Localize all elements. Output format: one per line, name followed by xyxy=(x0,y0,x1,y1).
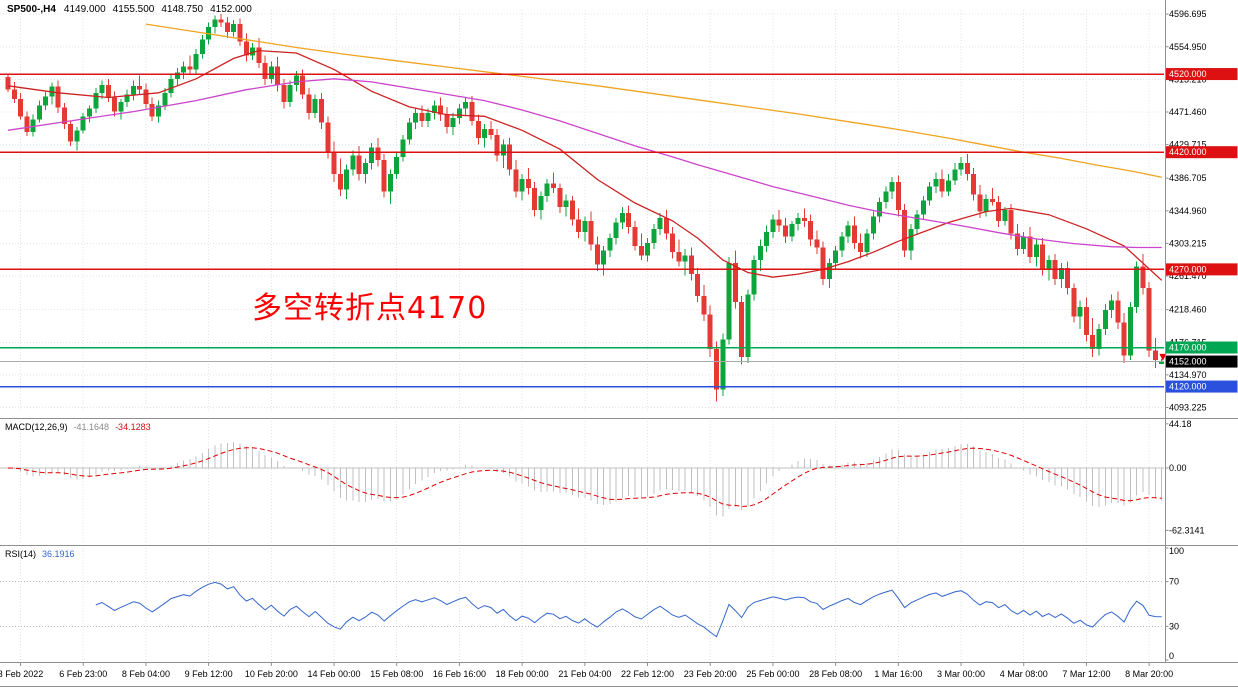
svg-text:4471.460: 4471.460 xyxy=(1169,107,1207,117)
svg-text:28 Feb 08:00: 28 Feb 08:00 xyxy=(809,669,862,679)
rsi-line xyxy=(95,581,1162,638)
time-axis-labels: 3 Feb 2022 6 Feb 23:00 8 Feb 04:00 9 Feb 12… xyxy=(0,663,1173,679)
svg-text:4344.960: 4344.960 xyxy=(1169,206,1207,216)
svg-text:4420.000: 4420.000 xyxy=(1169,147,1207,157)
svg-text:4134.970: 4134.970 xyxy=(1169,370,1207,380)
rsi-levels xyxy=(0,581,1164,627)
ma-slow-line xyxy=(145,23,1162,178)
svg-text:4520.000: 4520.000 xyxy=(1169,69,1207,79)
svg-text:4120.000: 4120.000 xyxy=(1169,382,1207,392)
svg-text:6 Feb 23:00: 6 Feb 23:00 xyxy=(59,669,107,679)
svg-text:-62.3141: -62.3141 xyxy=(1169,525,1205,535)
svg-text:4093.225: 4093.225 xyxy=(1169,402,1207,412)
svg-text:4152.000: 4152.000 xyxy=(1169,357,1207,367)
macd-axis-labels: 44.18 0.00 -62.3141 xyxy=(1165,419,1205,535)
svg-text:0: 0 xyxy=(1169,651,1174,661)
price-level-badges: 4520.000 4420.000 4270.000 4170.000 4120.000… xyxy=(1166,68,1238,393)
svg-text:1 Mar 16:00: 1 Mar 16:00 xyxy=(874,669,922,679)
svg-text:30: 30 xyxy=(1169,621,1179,631)
svg-text:21 Feb 04:00: 21 Feb 04:00 xyxy=(558,669,611,679)
svg-text:8 Mar 20:00: 8 Mar 20:00 xyxy=(1125,669,1173,679)
svg-text:15 Feb 08:00: 15 Feb 08:00 xyxy=(370,669,423,679)
ma-fast-line xyxy=(7,49,1163,281)
price-levels[interactable] xyxy=(0,73,1164,388)
svg-text:22 Feb 12:00: 22 Feb 12:00 xyxy=(621,669,674,679)
svg-text:14 Feb 00:00: 14 Feb 00:00 xyxy=(308,669,361,679)
svg-text:10 Feb 20:00: 10 Feb 20:00 xyxy=(245,669,298,679)
svg-text:9 Feb 12:00: 9 Feb 12:00 xyxy=(185,669,233,679)
svg-text:3 Mar 00:00: 3 Mar 00:00 xyxy=(937,669,985,679)
svg-text:8 Feb 04:00: 8 Feb 04:00 xyxy=(122,669,170,679)
rsi-axis-labels: 100 70 30 0 xyxy=(1165,546,1184,661)
svg-text:4303.215: 4303.215 xyxy=(1169,238,1207,248)
macd-signal-line xyxy=(7,447,1162,507)
svg-text:25 Feb 00:00: 25 Feb 00:00 xyxy=(746,669,799,679)
svg-text:4386.705: 4386.705 xyxy=(1169,173,1207,183)
svg-text:4261.470: 4261.470 xyxy=(1169,271,1207,281)
svg-text:4 Mar 08:00: 4 Mar 08:00 xyxy=(1000,669,1048,679)
svg-text:70: 70 xyxy=(1169,577,1179,587)
ma-medium-line xyxy=(7,78,1162,249)
svg-text:4429.715: 4429.715 xyxy=(1169,140,1207,150)
svg-text:44.18: 44.18 xyxy=(1169,419,1192,429)
sell-arrow-icon xyxy=(1159,353,1167,361)
macd-histogram xyxy=(0,442,1164,517)
svg-text:100: 100 xyxy=(1169,546,1184,556)
svg-text:7 Mar 12:00: 7 Mar 12:00 xyxy=(1062,669,1110,679)
svg-text:0.00: 0.00 xyxy=(1169,463,1187,473)
svg-text:4596.695: 4596.695 xyxy=(1169,9,1207,19)
svg-text:4270.000: 4270.000 xyxy=(1169,264,1207,274)
candles xyxy=(5,13,1165,402)
svg-text:23 Feb 20:00: 23 Feb 20:00 xyxy=(684,669,737,679)
svg-text:4554.950: 4554.950 xyxy=(1169,42,1207,52)
svg-text:18 Feb 00:00: 18 Feb 00:00 xyxy=(496,669,549,679)
svg-text:3 Feb 2022: 3 Feb 2022 xyxy=(0,669,43,679)
svg-text:16 Feb 16:00: 16 Feb 16:00 xyxy=(433,669,486,679)
chart-grid xyxy=(0,10,1164,660)
svg-text:4170.000: 4170.000 xyxy=(1169,343,1207,353)
svg-text:4218.460: 4218.460 xyxy=(1169,305,1207,315)
